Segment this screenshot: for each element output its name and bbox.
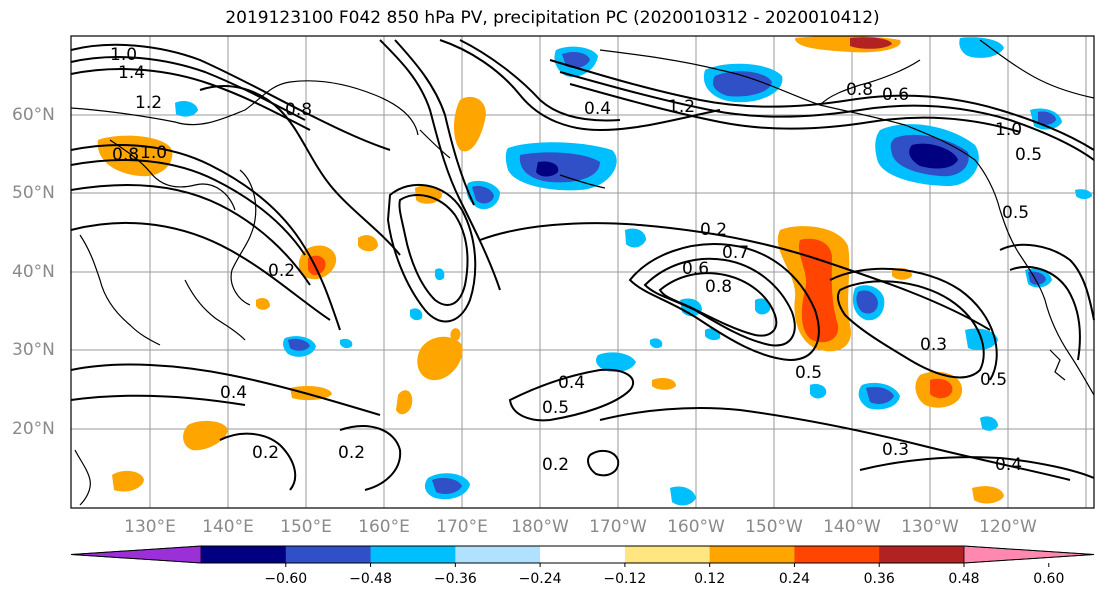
colorbar-segment <box>201 546 287 563</box>
lon-label: 150°W <box>745 517 803 537</box>
colorbar: −0.60 −0.48 −0.36 −0.24 −0.12 0.12 0.24 0.36 0.4… <box>70 545 1095 587</box>
contour-label: 0.8 <box>846 80 873 100</box>
lon-label: 170°W <box>589 517 647 537</box>
contour-label: 0.4 <box>220 383 247 403</box>
longitude-labels: 130°E 140°E 150°E 160°E 170°E 180°W 170°W 160°W… <box>124 517 1037 537</box>
contour-label: 0.3 <box>920 335 947 355</box>
lat-label: 20°N <box>12 419 55 439</box>
colorbar-segment <box>455 546 541 563</box>
lon-label: 140°E <box>202 517 254 537</box>
pv-contours <box>70 39 1095 491</box>
lon-label: 120°W <box>979 517 1037 537</box>
colorbar-tick-label: −0.60 <box>264 571 307 587</box>
contour-label: 0.2 <box>252 443 279 463</box>
contour-label: 1.2 <box>135 93 162 113</box>
colorbar-segment <box>370 546 456 563</box>
contour-label: 0.4 <box>995 455 1022 475</box>
lon-label: 170°E <box>436 517 488 537</box>
colorbar-tick-label: 0.12 <box>694 571 725 587</box>
lon-label: 140°W <box>823 517 881 537</box>
colorbar-extend-high <box>963 545 1095 564</box>
map-frame <box>70 35 1095 509</box>
contour-label: 0.8 <box>705 277 732 297</box>
contour-label: 1.2 <box>668 97 695 117</box>
contour-label: 1.0 <box>110 45 137 65</box>
colorbar-tick-label: −0.24 <box>519 571 562 587</box>
colorbar-segment <box>709 546 795 563</box>
colorbar-segment <box>285 546 372 563</box>
lon-label: 130°E <box>124 517 176 537</box>
lat-label: 40°N <box>12 262 55 282</box>
contour-label: 0.5 <box>980 370 1007 390</box>
colorbar-tick-label: −0.48 <box>349 571 392 587</box>
map-area: 1.0 1.4 1.2 0.8 1.0 0.8 0.4 0.2 0.4 0.2 … <box>70 35 1095 509</box>
colorbar-tick-label: 0.48 <box>948 571 979 587</box>
contour-label: 0.4 <box>584 99 611 119</box>
lon-label: 180°W <box>511 517 569 537</box>
contour-labels: 1.0 1.4 1.2 0.8 1.0 0.8 0.4 0.2 0.4 0.2 … <box>110 45 1042 475</box>
colorbar-segment <box>540 546 626 563</box>
contour-label: 0.8 <box>112 145 139 165</box>
contour-label: 0.5 <box>795 363 822 383</box>
contour-label: 1.4 <box>118 63 145 83</box>
graticule <box>71 36 1094 508</box>
contour-label: 0.5 <box>542 398 569 418</box>
contour-label: 0.6 <box>682 259 709 279</box>
lat-label: 60°N <box>12 105 55 125</box>
colorbar-segment <box>624 546 711 563</box>
lon-label: 130°W <box>901 517 959 537</box>
contour-label: 0.2 <box>338 443 365 463</box>
lat-label: 30°N <box>12 340 55 360</box>
contour-label: 1.0 <box>995 120 1022 140</box>
lon-label: 150°E <box>280 517 332 537</box>
colorbar-outline <box>70 545 1095 564</box>
colorbar-tick-label: 0.36 <box>864 571 895 587</box>
coastlines <box>70 39 1095 506</box>
contour-label: 0.3 <box>882 440 909 460</box>
colorbar-tick-label: −0.36 <box>434 571 477 587</box>
colorbar-tick-label: 0.24 <box>779 571 810 587</box>
colorbar-segment <box>879 546 965 563</box>
contour-label: 0.2 <box>268 261 295 281</box>
precipitation-shading <box>97 35 1092 506</box>
colorbar-extend-low <box>70 545 202 564</box>
map-title: 2019123100 F042 850 hPa PV, precipitatio… <box>225 8 880 28</box>
latitude-labels: 60°N 50°N 40°N 30°N 20°N <box>12 105 55 439</box>
colorbar-tick-label: −0.12 <box>603 571 646 587</box>
contour-label: 0.8 <box>285 100 312 120</box>
lat-label: 50°N <box>12 183 55 203</box>
lon-label: 160°W <box>667 517 725 537</box>
contour-label: 1.0 <box>140 143 167 163</box>
contour-label: 0.7 <box>722 243 749 263</box>
contour-label: 0.2 <box>700 220 727 240</box>
contour-label: 0.6 <box>882 85 909 105</box>
colorbar-tick-label: 0.60 <box>1033 571 1064 587</box>
contour-label: 0.2 <box>542 455 569 475</box>
contour-label: 0.4 <box>558 373 585 393</box>
contour-label: 0.5 <box>1002 203 1029 223</box>
lon-label: 160°E <box>358 517 410 537</box>
colorbar-segment <box>794 546 880 563</box>
contour-label: 0.5 <box>1015 145 1042 165</box>
